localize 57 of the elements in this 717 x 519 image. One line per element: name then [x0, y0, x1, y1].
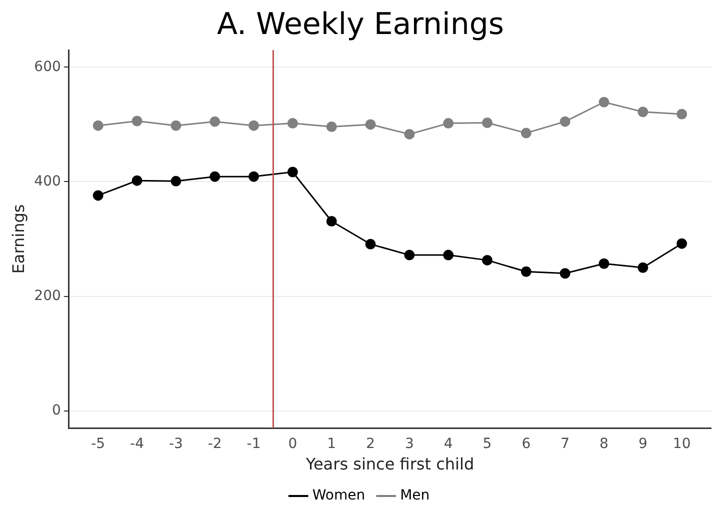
x-tick-label: -2: [208, 436, 222, 452]
point: [248, 171, 260, 182]
point: [520, 128, 532, 138]
x-tick-label: -5: [91, 436, 106, 452]
point: [404, 128, 415, 140]
y-tick-label: 0: [52, 402, 61, 418]
legend-label: Women: [312, 488, 366, 504]
x-tick-label: 10: [672, 436, 691, 452]
point: [365, 238, 376, 250]
point: [210, 116, 220, 127]
x-tick-label: 9: [638, 436, 648, 452]
x-axis-title: Years since first child: [304, 454, 474, 474]
x-tick-label: 2: [366, 436, 375, 452]
x-tick-label: -3: [168, 436, 183, 452]
point: [92, 120, 104, 131]
point: [326, 121, 337, 132]
point: [598, 96, 610, 108]
x-tick-label: -1: [246, 436, 261, 452]
point: [560, 116, 570, 127]
y-axis-title: Earnings: [8, 204, 28, 274]
point: [443, 250, 454, 260]
chart-title: A. Weekly Earnings: [216, 6, 504, 42]
point: [598, 258, 610, 269]
point: [365, 119, 376, 130]
point: [210, 171, 220, 182]
point: [132, 116, 142, 126]
y-tick-label: 600: [34, 58, 61, 75]
x-tick-label: 0: [288, 436, 298, 452]
y-tick-label: 400: [34, 173, 61, 190]
x-tick-label: -4: [130, 436, 144, 452]
point: [482, 117, 492, 128]
x-tick-label: 7: [560, 436, 570, 452]
point: [638, 262, 648, 273]
point: [676, 238, 688, 249]
point: [326, 216, 337, 226]
x-tick-label: 5: [482, 436, 492, 452]
point: [287, 166, 298, 178]
point: [170, 120, 182, 131]
point: [287, 118, 298, 129]
x-tick-label: 3: [404, 436, 414, 452]
point: [676, 108, 688, 120]
point: [482, 254, 492, 266]
x-tick-label: 6: [522, 436, 531, 452]
point: [638, 106, 648, 118]
point: [170, 176, 182, 186]
point: [92, 190, 104, 201]
y-tick-label: 200: [34, 288, 61, 304]
x-tick-label: 8: [600, 436, 608, 452]
point: [520, 266, 532, 277]
point: [560, 268, 570, 279]
x-tick-label: 4: [444, 436, 453, 452]
point: [443, 118, 454, 129]
x-tick-label: 1: [327, 436, 336, 452]
point: [404, 250, 415, 260]
point: [248, 120, 260, 131]
legend-label: Men: [400, 488, 430, 504]
point: [132, 175, 142, 186]
